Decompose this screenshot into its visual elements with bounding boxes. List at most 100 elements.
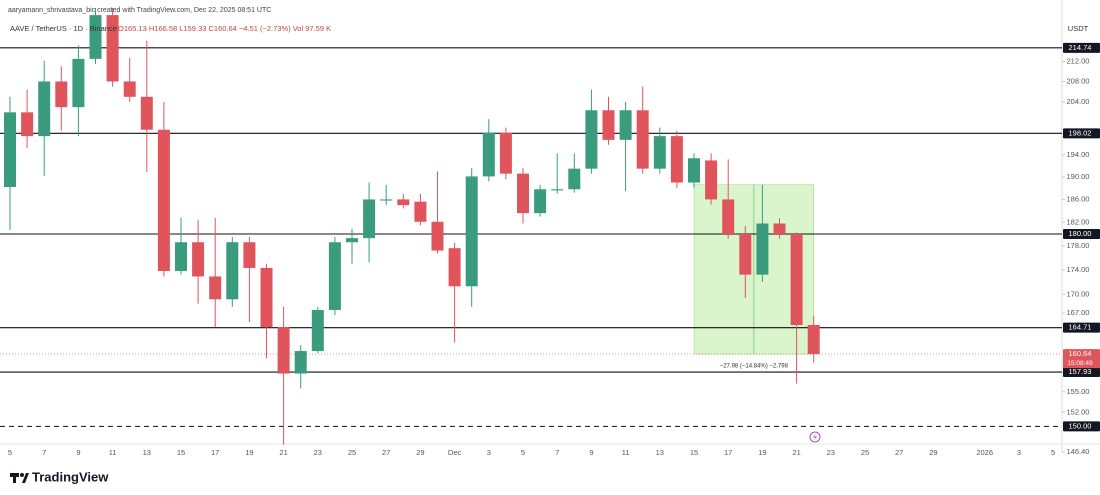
level-tag xyxy=(1063,128,1100,139)
candle-body xyxy=(21,112,34,137)
x-tick-label: 15 xyxy=(177,448,185,457)
x-tick-label: Dec xyxy=(448,448,462,457)
candle-body xyxy=(568,168,581,190)
y-tick-label: 152.00 xyxy=(1067,407,1090,416)
level-tag xyxy=(1063,421,1100,432)
candle-body xyxy=(722,199,735,235)
candle-body xyxy=(277,327,290,374)
level-tag xyxy=(1063,229,1100,240)
level-label: 198.02 xyxy=(1069,128,1092,137)
currency: USDT xyxy=(1068,24,1089,33)
candle-body xyxy=(311,309,324,352)
x-tick-label: 21 xyxy=(279,448,287,457)
x-tick-label: 13 xyxy=(143,448,151,457)
candle-body xyxy=(346,238,358,243)
candle-body xyxy=(551,189,564,191)
candle-body xyxy=(140,96,153,130)
candle-body xyxy=(653,136,666,169)
candle-body xyxy=(636,110,649,169)
plot-area xyxy=(0,8,1062,445)
x-tick-label: 21 xyxy=(792,448,800,457)
candle-body xyxy=(243,242,256,268)
ohlc-legend: O165.13 H166.58 L159.33 C160.64 −4.51 (−… xyxy=(118,24,331,33)
candle-body xyxy=(260,267,273,328)
x-tick-label: 5 xyxy=(8,448,12,457)
x-tick-label: 17 xyxy=(211,448,219,457)
candle-body xyxy=(790,234,803,325)
y-tick-label: 190.00 xyxy=(1067,172,1090,181)
x-tick-label: 27 xyxy=(895,448,903,457)
candle-body xyxy=(739,234,752,275)
x-tick-label: 3 xyxy=(1017,448,1021,457)
level-tag xyxy=(1063,42,1100,53)
candle-body xyxy=(465,176,478,287)
brand-logo xyxy=(10,473,29,483)
x-tick-label: 25 xyxy=(861,448,869,457)
x-tick-label: 7 xyxy=(42,448,46,457)
candle-body xyxy=(773,223,786,235)
x-tick-label: 19 xyxy=(758,448,766,457)
candle-body xyxy=(380,199,393,201)
candle-body xyxy=(602,110,615,140)
x-tick-label: 23 xyxy=(314,448,322,457)
brand: TradingView xyxy=(32,469,109,484)
y-tick-label: 146.40 xyxy=(1067,447,1090,456)
candle-body xyxy=(209,276,222,300)
y-tick-label: 182.00 xyxy=(1067,217,1090,226)
candle-body xyxy=(448,248,461,287)
candle-body xyxy=(89,15,102,59)
x-tick-label: 7 xyxy=(555,448,559,457)
candle-body xyxy=(192,242,205,277)
x-tick-label: 11 xyxy=(109,448,117,457)
candle-body xyxy=(175,242,187,271)
x-tick-label: 23 xyxy=(827,448,835,457)
x-tick-label: 9 xyxy=(76,448,80,457)
x-tick-label: 27 xyxy=(382,448,390,457)
alert-icon xyxy=(809,431,821,443)
last-price-label: 160.64 xyxy=(1069,349,1092,358)
candle-body xyxy=(705,160,718,200)
candle-body xyxy=(157,129,170,271)
y-tick-label: 167.00 xyxy=(1067,308,1090,317)
candle-body xyxy=(688,158,700,183)
x-tick-label: 9 xyxy=(589,448,593,457)
candle-body xyxy=(72,58,85,108)
candle-body xyxy=(499,132,512,174)
x-tick-label: 3 xyxy=(487,448,491,457)
candle-body xyxy=(807,324,820,355)
candle-body xyxy=(585,110,598,169)
overlay: −27.98 (−14.84%) −2,798 214.74 198.02 180.0… xyxy=(720,43,1100,432)
candle-body xyxy=(106,15,119,82)
x-tick-label: 13 xyxy=(656,448,664,457)
countdown: 15:08:49 xyxy=(1067,360,1093,367)
y-tick-label: 170.00 xyxy=(1067,289,1090,298)
candle-body xyxy=(226,242,239,300)
y-tick-label: 174.00 xyxy=(1067,265,1090,274)
x-tick-label: 29 xyxy=(929,448,937,457)
candle-body xyxy=(363,199,376,239)
measure-label: −27.98 (−14.84%) −2,798 xyxy=(720,364,789,370)
x-tick-label: 25 xyxy=(348,448,356,457)
y-tick-label: 155.00 xyxy=(1067,387,1090,396)
level-tag xyxy=(1063,367,1100,378)
y-tick-label: 178.00 xyxy=(1067,241,1090,250)
y-tick-label: 186.00 xyxy=(1067,194,1090,203)
y-tick-label: 204.00 xyxy=(1067,97,1090,106)
candle-body xyxy=(482,132,495,177)
last-price-tag xyxy=(1063,349,1100,369)
level-label: 214.74 xyxy=(1069,43,1092,52)
y-tick-label: 212.00 xyxy=(1067,56,1090,65)
candle-body xyxy=(294,351,307,374)
x-tick-label: 17 xyxy=(724,448,732,457)
candle-body xyxy=(4,112,16,188)
candle-body xyxy=(123,81,136,97)
candle-body xyxy=(38,81,51,137)
candle-body xyxy=(397,199,410,206)
candle-body xyxy=(431,221,444,251)
watermark: aaryamann_shrivastava_bic created with T… xyxy=(8,7,271,14)
candle-body xyxy=(756,223,769,275)
x-tick-label: 11 xyxy=(622,448,630,457)
candle-body xyxy=(55,81,68,108)
candle-body xyxy=(517,173,529,214)
